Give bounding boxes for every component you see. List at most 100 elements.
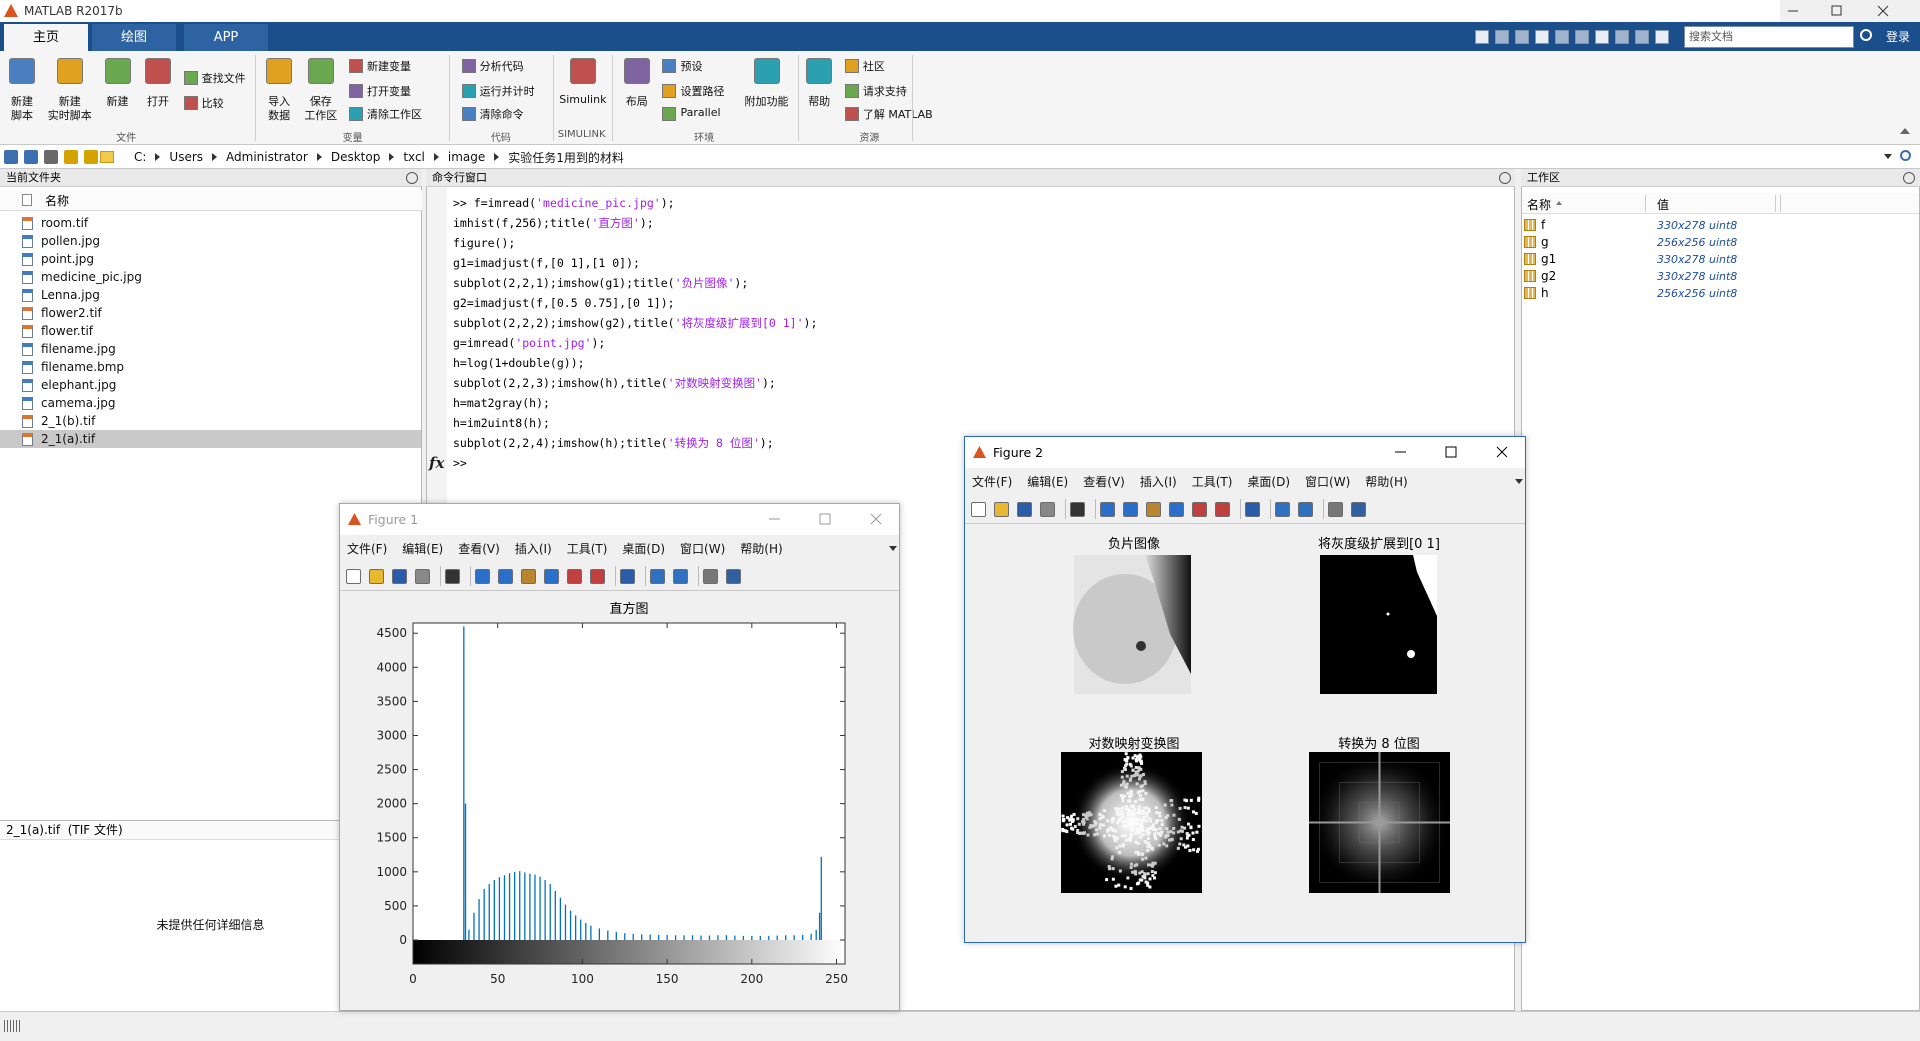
toolbar-button[interactable] [1169, 502, 1184, 517]
toolstrip-button-label[interactable]: 帮助 [808, 95, 831, 108]
toolstrip-button-label[interactable]: 实时脚本 [47, 109, 92, 122]
breadcrumb-segment[interactable]: 实验任务1用到的材料 [508, 150, 624, 165]
menu-item[interactable]: 工具(T) [1191, 475, 1233, 489]
toolstrip-button-icon[interactable] [753, 58, 780, 84]
variable-name[interactable]: g2 [1541, 269, 1557, 283]
toolstrip-small-icon[interactable] [348, 59, 363, 74]
file-name[interactable]: flower2.tif [41, 306, 102, 320]
nav-button[interactable] [24, 150, 38, 164]
toolbar-button[interactable] [544, 569, 559, 584]
file-name[interactable]: room.tif [41, 216, 89, 230]
toolstrip-button-label[interactable]: 数据 [268, 109, 291, 122]
toolbar-button[interactable] [1123, 502, 1138, 517]
panel-menu-button[interactable] [406, 172, 418, 184]
toolstrip-button-label[interactable]: 脚本 [11, 109, 34, 122]
variable-value[interactable]: 330x278 uint8 [1657, 219, 1738, 232]
file-icon[interactable] [22, 379, 33, 392]
toolstrip-button-icon[interactable] [144, 58, 171, 84]
breadcrumb-segment[interactable]: Administrator [226, 150, 308, 164]
breadcrumb-segment[interactable]: Desktop [330, 150, 381, 164]
toolbar-button[interactable] [521, 569, 536, 584]
variable-icon[interactable] [1524, 219, 1536, 231]
file-name[interactable]: medicine_pic.jpg [41, 270, 142, 284]
file-icon[interactable] [22, 415, 33, 428]
toolstrip-button-icon[interactable] [266, 58, 293, 84]
file-name[interactable]: pollen.jpg [41, 234, 100, 248]
column-header-label[interactable]: 值 [1657, 198, 1670, 212]
toolbar-button[interactable] [620, 569, 635, 584]
toolbar-button[interactable] [1017, 502, 1032, 517]
file-icon[interactable] [22, 217, 33, 230]
menu-item[interactable]: 文件(F) [972, 475, 1013, 489]
file-name[interactable]: point.jpg [41, 252, 94, 266]
quick-access-icon[interactable] [1555, 30, 1569, 44]
toolbar-button[interactable] [346, 569, 361, 584]
toolstrip-button-label[interactable]: 附加功能 [744, 95, 789, 108]
toolbar-button[interactable] [650, 569, 665, 584]
toolbar-button[interactable] [673, 569, 688, 584]
toolstrip-button-label[interactable]: 新建 [58, 95, 81, 108]
ribbon-tab[interactable]: 主页 [4, 24, 88, 51]
toolstrip-small-label[interactable]: 查找文件 [201, 72, 246, 86]
toolstrip-small-label[interactable]: 预设 [680, 60, 703, 74]
toolstrip-small-label[interactable]: 清除工作区 [366, 107, 422, 121]
toolbar-button[interactable] [567, 569, 582, 584]
file-name[interactable]: 2_1(b).tif [41, 414, 96, 428]
menu-item[interactable]: 窗口(W) [1305, 475, 1351, 489]
toolbar-button[interactable] [392, 569, 407, 584]
toolbar-button[interactable] [1351, 502, 1366, 517]
toolbar-button[interactable] [1275, 502, 1290, 517]
file-name[interactable]: filename.bmp [41, 360, 125, 374]
toolstrip-button-icon[interactable] [104, 58, 131, 84]
breadcrumb-segment[interactable]: image [447, 150, 486, 164]
toolstrip-small-label[interactable]: 分析代码 [479, 60, 524, 74]
figure-controls[interactable] [1375, 437, 1525, 468]
column-header-label[interactable]: 名称 [45, 194, 70, 208]
toolstrip-small-icon[interactable] [662, 106, 677, 121]
breadcrumb-segment[interactable]: C: [134, 150, 147, 164]
toolstrip-button-icon[interactable] [569, 58, 596, 84]
file-name[interactable]: elephant.jpg [41, 378, 117, 392]
toolbar-button[interactable] [1328, 502, 1343, 517]
toolstrip-small-icon[interactable] [461, 106, 476, 121]
toolstrip-small-label[interactable]: 运行并计时 [479, 84, 535, 98]
address-search[interactable] [1900, 150, 1911, 161]
menu-item[interactable]: 编辑(E) [402, 542, 444, 556]
toolstrip-small-icon[interactable] [183, 95, 198, 110]
command-prompt[interactable]: >> [453, 456, 467, 470]
toolstrip-small-icon[interactable] [461, 59, 476, 74]
menu-item[interactable]: 查看(V) [1083, 475, 1125, 489]
login-link[interactable]: 登录 [1886, 30, 1911, 44]
toolstrip-button-label[interactable]: 打开 [146, 95, 169, 108]
menu-item[interactable]: 桌面(D) [622, 542, 666, 556]
variable-icon[interactable] [1524, 236, 1536, 248]
toolstrip-small-label[interactable]: 比较 [201, 96, 224, 110]
toolstrip-button-icon[interactable] [56, 58, 83, 84]
nav-button[interactable] [84, 150, 98, 164]
menu-item[interactable]: 帮助(H) [1365, 475, 1408, 489]
toolstrip-small-icon[interactable] [348, 106, 363, 121]
toolstrip-button-icon[interactable] [623, 58, 650, 84]
toolstrip-small-icon[interactable] [844, 106, 859, 121]
toolbar-button[interactable] [1192, 502, 1207, 517]
fx-button[interactable]: fx [429, 454, 445, 472]
quick-access-icon[interactable] [1535, 30, 1549, 44]
panel-menu-button[interactable] [1903, 172, 1915, 184]
toolbar-button[interactable] [498, 569, 513, 584]
variable-name[interactable]: g1 [1541, 252, 1557, 266]
menu-item[interactable]: 插入(I) [1139, 475, 1177, 489]
toolstrip-small-label[interactable]: Parallel [680, 105, 721, 119]
toolstrip-button-label[interactable]: 新建 [11, 95, 34, 108]
toolstrip-small-label[interactable]: 新建变量 [366, 60, 411, 74]
file-name[interactable]: camema.jpg [41, 396, 116, 410]
address-dropdown[interactable] [1884, 154, 1892, 159]
variable-name[interactable]: h [1541, 286, 1549, 300]
quick-access-icon[interactable] [1655, 30, 1669, 44]
toolbar-button[interactable] [590, 569, 605, 584]
toolbar-button[interactable] [703, 569, 718, 584]
column-header-label[interactable]: 名称 [1527, 198, 1552, 212]
toolbar-button[interactable] [475, 569, 490, 584]
toolstrip-button-label[interactable]: 布局 [625, 95, 648, 108]
toolbar-button[interactable] [1245, 502, 1260, 517]
figure-controls[interactable] [749, 504, 899, 535]
